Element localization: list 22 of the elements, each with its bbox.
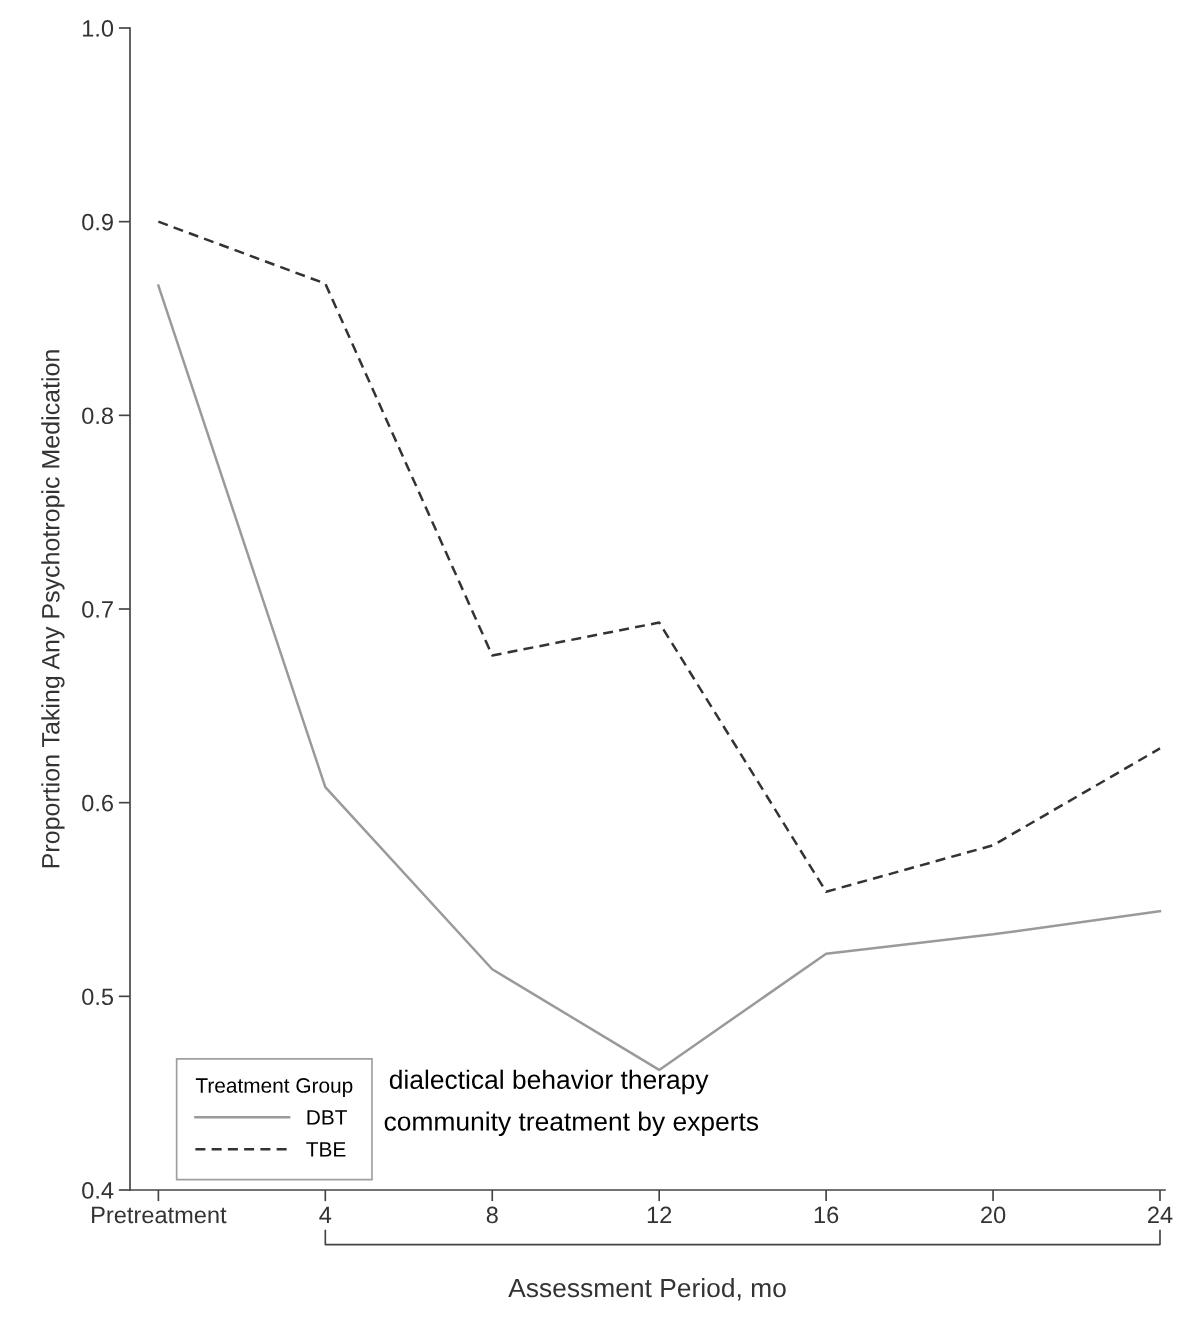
annotation: dialectical behavior therapy — [389, 1069, 709, 1095]
y-tick-label: 0.6 — [82, 794, 113, 812]
x-axis-title: Assessment Period, mo — [508, 1277, 786, 1301]
legend-title: Treatment Group — [195, 1078, 353, 1097]
x-tick-label: 16 — [814, 1206, 839, 1224]
y-tick-label: 0.8 — [82, 407, 113, 425]
line-series — [157, 220, 1162, 893]
x-tick-label: 8 — [486, 1206, 498, 1224]
x-tick-label: 20 — [981, 1206, 1006, 1224]
y-axis-title: Proportion Taking Any Psychotropic Medication — [41, 350, 65, 868]
y-tick-label: 0.4 — [82, 1182, 114, 1199]
legend-label: TBE — [306, 1142, 346, 1157]
x-tick-label: 12 — [647, 1206, 672, 1224]
x-tick-label: 4 — [319, 1206, 332, 1224]
y-tick-label: 1.0 — [83, 20, 114, 37]
y-tick-label: 0.5 — [82, 988, 114, 1006]
y-tick-label: 0.9 — [82, 213, 113, 231]
x-tick-label: Pretreatment — [92, 1206, 227, 1224]
legend-label: DBT — [307, 1110, 347, 1125]
x-tick-label: 24 — [1148, 1206, 1173, 1224]
y-tick-label: 0.7 — [82, 601, 113, 618]
annotation: community treatment by experts — [384, 1111, 759, 1137]
